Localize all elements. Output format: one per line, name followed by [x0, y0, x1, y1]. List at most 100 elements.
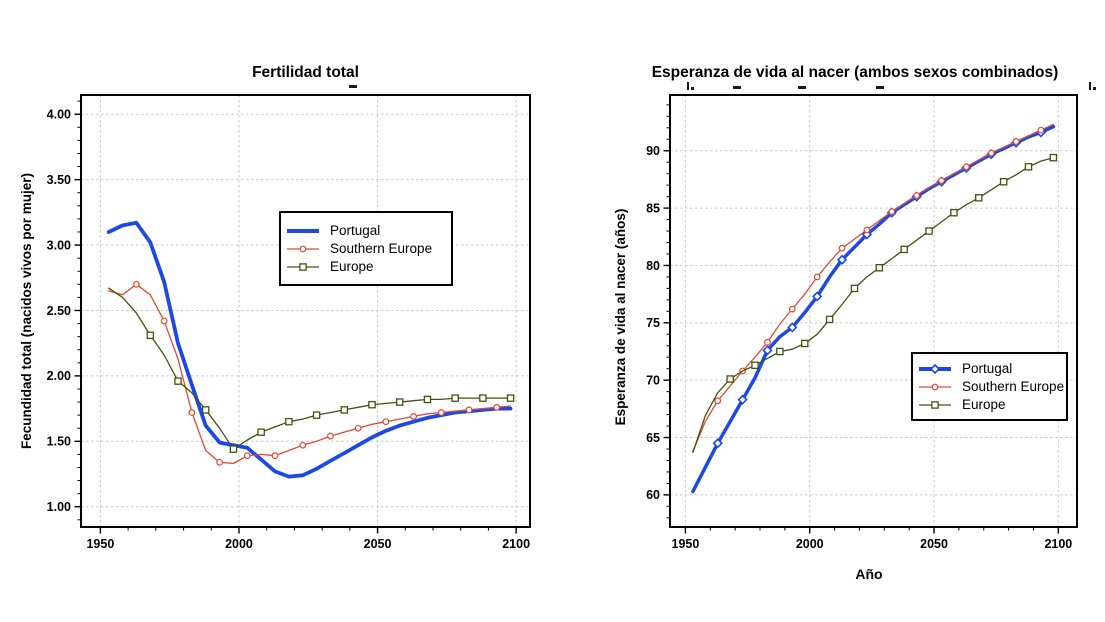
fertility-legend: Portugal Southern Europe Europe	[279, 211, 453, 286]
series-marker-southern-europe	[160, 317, 168, 325]
series-marker-southern-europe	[243, 452, 251, 460]
series-marker-southern-europe	[838, 244, 846, 252]
series-marker-southern-europe	[913, 192, 921, 199]
diamond-icon	[929, 363, 941, 374]
circle-icon	[931, 383, 939, 390]
legend-label: Portugal	[330, 223, 381, 238]
legend-row-portugal: Portugal	[286, 222, 451, 240]
series-marker-europe	[825, 315, 834, 324]
series-marker-southern-europe	[465, 406, 473, 414]
series-marker-southern-europe	[764, 338, 771, 346]
series-marker-southern-europe	[888, 208, 896, 215]
series-marker-southern-europe	[271, 452, 279, 460]
series-marker-southern-europe	[493, 403, 501, 411]
series-marker-southern-europe	[354, 424, 362, 432]
life-expectancy-chart-title: Esperanza de vida al nacer (ambos sexos …	[651, 64, 1059, 81]
x-tick-label: 1950	[672, 537, 700, 551]
series-marker-europe	[146, 331, 155, 340]
y-tick-label: 85	[646, 201, 660, 215]
series-marker-europe	[751, 361, 759, 370]
series-marker-southern-europe	[788, 305, 796, 313]
series-marker-europe	[1024, 163, 1033, 171]
square-icon	[299, 262, 307, 271]
x-tick-label: 2100	[502, 537, 530, 551]
series-marker-portugal	[737, 394, 748, 405]
square-marker-swatch	[919, 400, 951, 409]
legend-row-southern-europe: Southern Europe	[286, 240, 451, 258]
series-marker-europe	[395, 398, 404, 406]
legend-row-portugal: Portugal	[918, 360, 1066, 378]
series-line-portugal	[691, 124, 1056, 494]
y-tick-label: 65	[646, 431, 660, 445]
series-marker-southern-europe	[410, 413, 417, 420]
y-tick-label: 1.50	[47, 435, 71, 449]
series-marker-europe	[850, 284, 859, 293]
series-marker-europe	[999, 177, 1008, 186]
square-marker-swatch	[287, 262, 319, 271]
legend-label: Southern Europe	[330, 241, 433, 256]
series-marker-europe	[506, 394, 515, 402]
square-icon	[931, 400, 939, 409]
series-marker-southern-europe	[1012, 138, 1020, 145]
series-marker-europe	[1049, 153, 1058, 162]
series-marker-europe	[925, 227, 933, 235]
diamond-marker-swatch	[919, 363, 951, 374]
series-marker-europe	[950, 208, 958, 217]
y-tick-label: 3.50	[47, 173, 71, 187]
series-marker-portugal	[787, 322, 798, 333]
plot-border	[80, 94, 531, 528]
life-expectancy-y-axis-label: Esperanza de vida al nacer (años)	[613, 208, 628, 426]
legend-row-europe: Europe	[918, 396, 1066, 414]
circle-icon	[299, 245, 307, 252]
series-marker-southern-europe	[188, 409, 196, 416]
series-marker-europe	[875, 264, 884, 272]
series-marker-southern-europe	[1037, 126, 1045, 134]
y-tick-label: 2.50	[47, 304, 71, 318]
legend-row-europe: Europe	[286, 258, 451, 276]
clipped-glyph-fragment	[876, 86, 884, 89]
y-tick-label: 2.00	[47, 369, 71, 383]
circle-marker-swatch	[287, 245, 319, 252]
y-tick-label: 75	[646, 316, 660, 330]
legend-label: Portugal	[962, 361, 1013, 376]
series-marker-southern-europe	[987, 149, 995, 157]
legend-row-southern-europe: Southern Europe	[918, 378, 1066, 396]
x-tick-label: 2050	[920, 537, 948, 551]
series-marker-europe	[776, 347, 784, 356]
clipped-glyph-fragment	[691, 87, 694, 90]
series-marker-southern-europe	[299, 441, 307, 449]
series-marker-southern-europe	[216, 458, 223, 466]
series-marker-portugal	[812, 291, 823, 302]
series-marker-southern-europe	[813, 273, 821, 281]
series-marker-portugal	[836, 254, 848, 265]
series-marker-europe	[368, 400, 376, 409]
clipped-glyph-fragment	[1093, 87, 1096, 90]
series-marker-southern-europe	[133, 280, 140, 288]
series-marker-europe	[285, 417, 293, 426]
series-marker-europe	[975, 194, 983, 202]
series-marker-europe	[451, 394, 459, 402]
series-line-europe	[108, 287, 512, 450]
life-expectancy-plot: 60 65 70 75 80 85 90 1950 2000 2050 2100	[646, 94, 1078, 551]
fertility-y-axis-label: Fecundidad total (nacidos vivos por muje…	[19, 172, 34, 450]
clipped-glyph-fragment	[1089, 82, 1091, 90]
series-marker-southern-europe	[962, 163, 970, 171]
legend-label: Southern Europe	[962, 379, 1065, 394]
series-marker-europe	[479, 394, 487, 402]
series-marker-portugal	[712, 438, 723, 449]
series-marker-europe	[900, 245, 908, 254]
series-marker-europe	[423, 395, 432, 404]
x-tick-label: 2100	[1044, 537, 1072, 551]
life-expectancy-legend: Portugal Southern Europe Europe	[911, 352, 1068, 421]
y-tick-label: 1.00	[47, 500, 71, 514]
series-marker-southern-europe	[327, 432, 334, 440]
y-tick-label: 4.00	[47, 108, 71, 122]
x-tick-label: 2050	[364, 537, 392, 551]
y-tick-label: 90	[646, 144, 660, 158]
life-expectancy-x-axis-label: Año	[855, 566, 883, 582]
series-marker-southern-europe	[714, 397, 722, 405]
plot-border	[669, 94, 1078, 528]
series-marker-europe	[801, 339, 809, 348]
